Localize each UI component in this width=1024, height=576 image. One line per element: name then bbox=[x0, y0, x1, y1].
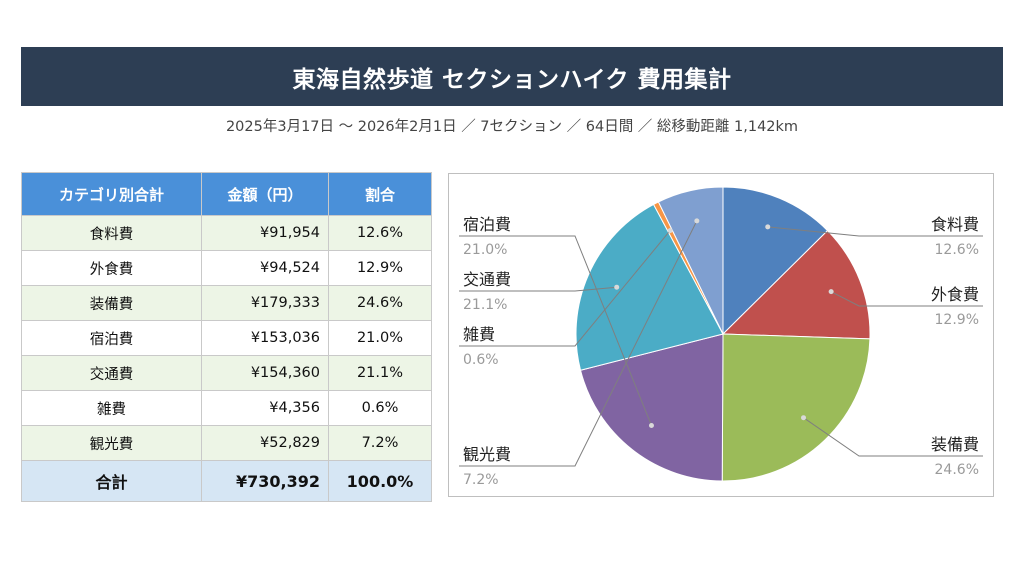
pie-slices bbox=[575, 186, 871, 482]
percent-cell: 12.6% bbox=[328, 215, 432, 251]
slice-percent-label: 7.2% bbox=[463, 472, 499, 488]
amount-cell: ¥153,036 bbox=[201, 320, 329, 356]
slice-label: 食料費 bbox=[931, 215, 979, 234]
leader-dot bbox=[828, 289, 834, 295]
column-header-percent: 割合 bbox=[328, 172, 432, 216]
slice-percent-label: 12.9% bbox=[935, 312, 979, 328]
summary-table: カテゴリ別合計 金額（円） 割合 食料費 ¥91,954 12.6% 外食費 ¥… bbox=[21, 172, 432, 502]
pie-chart-panel: 食料費 12.6% 外食費 12.9% 装備費 24.6% 宿泊費 21.0% 交通費 21.1%… bbox=[448, 173, 994, 497]
category-cell: 雑費 bbox=[21, 390, 202, 426]
amount-cell: ¥179,333 bbox=[201, 285, 329, 321]
amount-cell: ¥154,360 bbox=[201, 355, 329, 391]
total-percent-cell: 100.0% bbox=[328, 460, 432, 502]
pie-slice-食料費 bbox=[722, 186, 829, 336]
pie-slice-観光費 bbox=[657, 186, 724, 335]
leader-line bbox=[803, 417, 983, 457]
category-cell: 外食費 bbox=[21, 250, 202, 286]
pie-labels: 食料費 12.6% 外食費 12.9% 装備費 24.6% 宿泊費 21.0% 交通費 21.1%… bbox=[459, 215, 983, 488]
slice-label: 雑費 bbox=[463, 325, 495, 344]
slice-label: 交通費 bbox=[463, 270, 511, 289]
amount-cell: ¥4,356 bbox=[201, 390, 329, 426]
table-row: 観光費 ¥52,829 7.2% bbox=[21, 425, 432, 461]
slice-label: 装備費 bbox=[931, 435, 979, 454]
amount-cell: ¥52,829 bbox=[201, 425, 329, 461]
table-total-row: 合計 ¥730,392 100.0% bbox=[21, 460, 432, 502]
slice-label: 外食費 bbox=[931, 285, 979, 304]
table-row: 食料費 ¥91,954 12.6% bbox=[21, 215, 432, 251]
category-cell: 宿泊費 bbox=[21, 320, 202, 356]
pie-slice-装備費 bbox=[721, 333, 871, 482]
leader-dot bbox=[694, 218, 700, 224]
percent-cell: 12.9% bbox=[328, 250, 432, 286]
table-row: 外食費 ¥94,524 12.9% bbox=[21, 250, 432, 286]
amount-cell: ¥91,954 bbox=[201, 215, 329, 251]
percent-cell: 21.1% bbox=[328, 355, 432, 391]
page-title: 東海自然歩道 セクションハイク 費用集計 bbox=[21, 47, 1003, 106]
leader-line bbox=[459, 220, 698, 467]
pie-slice-外食費 bbox=[721, 229, 871, 340]
pie-slice-宿泊費 bbox=[579, 333, 724, 482]
leader-dot bbox=[765, 224, 771, 230]
category-cell: 食料費 bbox=[21, 215, 202, 251]
column-header-category: カテゴリ別合計 bbox=[21, 172, 202, 216]
leader-dot bbox=[801, 415, 807, 421]
leader-line bbox=[459, 286, 617, 292]
leader-line bbox=[767, 226, 983, 237]
table-row: 宿泊費 ¥153,036 21.0% bbox=[21, 320, 432, 356]
table-row: 雑費 ¥4,356 0.6% bbox=[21, 390, 432, 426]
amount-cell: ¥94,524 bbox=[201, 250, 329, 286]
percent-cell: 0.6% bbox=[328, 390, 432, 426]
slice-percent-label: 0.6% bbox=[463, 352, 499, 368]
percent-cell: 24.6% bbox=[328, 285, 432, 321]
slice-percent-label: 12.6% bbox=[935, 242, 979, 258]
slice-percent-label: 24.6% bbox=[935, 462, 979, 478]
slice-label: 観光費 bbox=[463, 445, 511, 464]
leader-line bbox=[830, 291, 983, 307]
table-header-row: カテゴリ別合計 金額（円） 割合 bbox=[21, 172, 432, 216]
total-label-cell: 合計 bbox=[21, 460, 202, 502]
leader-dot bbox=[667, 228, 673, 234]
percent-cell: 7.2% bbox=[328, 425, 432, 461]
page-subtitle: 2025年3月17日 〜 2026年2月1日 ／ 7セクション ／ 64日間 ／… bbox=[225, 119, 799, 135]
total-amount-cell: ¥730,392 bbox=[201, 460, 329, 502]
table-row: 交通費 ¥154,360 21.1% bbox=[21, 355, 432, 391]
leader-dot bbox=[648, 422, 654, 428]
category-cell: 観光費 bbox=[21, 425, 202, 461]
slice-percent-label: 21.1% bbox=[463, 297, 507, 313]
slice-percent-label: 21.0% bbox=[463, 242, 507, 258]
column-header-amount: 金額（円） bbox=[201, 172, 329, 216]
category-cell: 交通費 bbox=[21, 355, 202, 391]
slice-label: 宿泊費 bbox=[463, 215, 511, 234]
table-row: 装備費 ¥179,333 24.6% bbox=[21, 285, 432, 321]
percent-cell: 21.0% bbox=[328, 320, 432, 356]
leader-dot bbox=[614, 284, 620, 290]
pie-chart: 食料費 12.6% 外食費 12.9% 装備費 24.6% 宿泊費 21.0% 交通費 21.1%… bbox=[459, 186, 983, 488]
category-cell: 装備費 bbox=[21, 285, 202, 321]
leader-line bbox=[459, 230, 671, 347]
